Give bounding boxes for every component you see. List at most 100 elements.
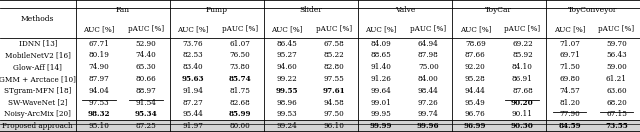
Text: 77.90: 77.90 (559, 110, 580, 118)
Text: 69.71: 69.71 (559, 51, 580, 59)
Text: 59.70: 59.70 (606, 39, 627, 48)
Text: 99.01: 99.01 (371, 98, 392, 107)
Text: 73.76: 73.76 (183, 39, 204, 48)
Text: 98.96: 98.96 (277, 98, 298, 107)
Text: MobileNetV2 [16]: MobileNetV2 [16] (5, 51, 70, 59)
Text: pAUC [%]: pAUC [%] (316, 25, 352, 33)
Text: 99.99: 99.99 (370, 122, 392, 130)
Text: 69.80: 69.80 (559, 75, 580, 83)
Text: 74.40: 74.40 (136, 51, 156, 59)
Text: 99.24: 99.24 (277, 122, 298, 130)
Text: 67.15: 67.15 (606, 110, 627, 118)
Text: 87.97: 87.97 (89, 75, 109, 83)
Text: 96.10: 96.10 (324, 122, 345, 130)
Text: 92.20: 92.20 (465, 63, 486, 71)
Text: 82.80: 82.80 (324, 63, 344, 71)
Text: 84.00: 84.00 (418, 75, 438, 83)
Text: Pump: Pump (205, 6, 228, 14)
Text: 81.75: 81.75 (230, 87, 251, 95)
Text: 98.32: 98.32 (88, 110, 110, 118)
Text: IDNN [13]: IDNN [13] (19, 39, 57, 48)
Text: 84.10: 84.10 (512, 63, 533, 71)
Text: 87.27: 87.27 (183, 98, 204, 107)
Text: 87.68: 87.68 (512, 87, 532, 95)
Text: 65.30: 65.30 (136, 63, 156, 71)
Text: AUC [%]: AUC [%] (83, 25, 115, 33)
Text: 94.60: 94.60 (277, 63, 298, 71)
Text: 82.53: 82.53 (183, 51, 204, 59)
Text: 74.90: 74.90 (89, 63, 109, 71)
Text: 94.04: 94.04 (89, 87, 109, 95)
Text: 73.80: 73.80 (230, 63, 250, 71)
Text: 99.53: 99.53 (277, 110, 298, 118)
Text: 91.94: 91.94 (182, 87, 204, 95)
Text: 97.53: 97.53 (89, 98, 109, 107)
Text: Glow-Aff [14]: Glow-Aff [14] (13, 63, 62, 71)
Text: 64.94: 64.94 (418, 39, 438, 48)
Text: Slider: Slider (300, 6, 322, 14)
Text: 94.58: 94.58 (324, 98, 344, 107)
Text: 73.55: 73.55 (605, 122, 628, 130)
Text: 99.55: 99.55 (276, 87, 298, 95)
Text: 85.92: 85.92 (512, 51, 532, 59)
Text: Valve: Valve (395, 6, 415, 14)
Text: 96.76: 96.76 (465, 110, 486, 118)
Text: SW-WaveNet [2]: SW-WaveNet [2] (8, 98, 67, 107)
Text: 67.58: 67.58 (324, 39, 344, 48)
Text: 87.98: 87.98 (418, 51, 438, 59)
Text: Proposed approach: Proposed approach (3, 122, 73, 130)
Text: 69.22: 69.22 (512, 39, 532, 48)
Text: 82.68: 82.68 (230, 98, 250, 107)
Text: pAUC [%]: pAUC [%] (222, 25, 258, 33)
Text: 85.74: 85.74 (228, 75, 252, 83)
Text: 91.97: 91.97 (182, 122, 204, 130)
Text: ToyConveyor: ToyConveyor (568, 6, 618, 14)
Text: 99.64: 99.64 (371, 87, 392, 95)
Text: 90.30: 90.30 (511, 122, 534, 130)
Text: 80.19: 80.19 (88, 51, 109, 59)
Text: 90.11: 90.11 (512, 110, 533, 118)
Text: 91.40: 91.40 (371, 63, 392, 71)
Text: STgram-MFN [18]: STgram-MFN [18] (4, 87, 72, 95)
Text: 95.28: 95.28 (465, 75, 486, 83)
Text: AUC [%]: AUC [%] (365, 25, 397, 33)
Text: 98.44: 98.44 (418, 87, 438, 95)
Text: ToyCar: ToyCar (485, 6, 513, 14)
Text: 86.45: 86.45 (277, 39, 298, 48)
Text: 94.44: 94.44 (465, 87, 486, 95)
Text: 99.22: 99.22 (277, 75, 298, 83)
Text: 87.25: 87.25 (136, 122, 156, 130)
Text: Fan: Fan (115, 6, 130, 14)
Text: 91.54: 91.54 (136, 98, 157, 107)
Text: 99.96: 99.96 (417, 122, 440, 130)
Text: 76.50: 76.50 (230, 51, 250, 59)
Text: 87.66: 87.66 (465, 51, 486, 59)
Text: 80.66: 80.66 (136, 75, 156, 83)
Text: 96.99: 96.99 (464, 122, 486, 130)
Text: 63.60: 63.60 (606, 87, 627, 95)
Text: 95.34: 95.34 (134, 110, 157, 118)
Text: 74.57: 74.57 (559, 87, 580, 95)
Text: 85.22: 85.22 (324, 51, 344, 59)
Text: 61.21: 61.21 (606, 75, 627, 83)
Text: 86.91: 86.91 (512, 75, 533, 83)
Text: 80.00: 80.00 (230, 122, 250, 130)
Text: GMM + Arctace [10]: GMM + Arctace [10] (0, 75, 76, 83)
Text: 95.44: 95.44 (183, 110, 204, 118)
Text: 78.69: 78.69 (465, 39, 486, 48)
Text: AUC [%]: AUC [%] (271, 25, 303, 33)
Text: 95.27: 95.27 (277, 51, 298, 59)
Text: 85.99: 85.99 (229, 110, 252, 118)
Text: 81.20: 81.20 (559, 98, 580, 107)
Text: 83.40: 83.40 (183, 63, 204, 71)
Text: 84.09: 84.09 (371, 39, 392, 48)
Text: AUC [%]: AUC [%] (177, 25, 209, 33)
Bar (0, 120, 640, 132)
Text: pAUC [%]: pAUC [%] (410, 25, 446, 33)
Text: AUC [%]: AUC [%] (554, 25, 585, 33)
Text: 99.95: 99.95 (371, 110, 392, 118)
Text: 97.61: 97.61 (323, 87, 346, 95)
Text: 97.55: 97.55 (324, 75, 344, 83)
Text: 52.90: 52.90 (136, 39, 156, 48)
Text: pAUC [%]: pAUC [%] (504, 25, 540, 33)
